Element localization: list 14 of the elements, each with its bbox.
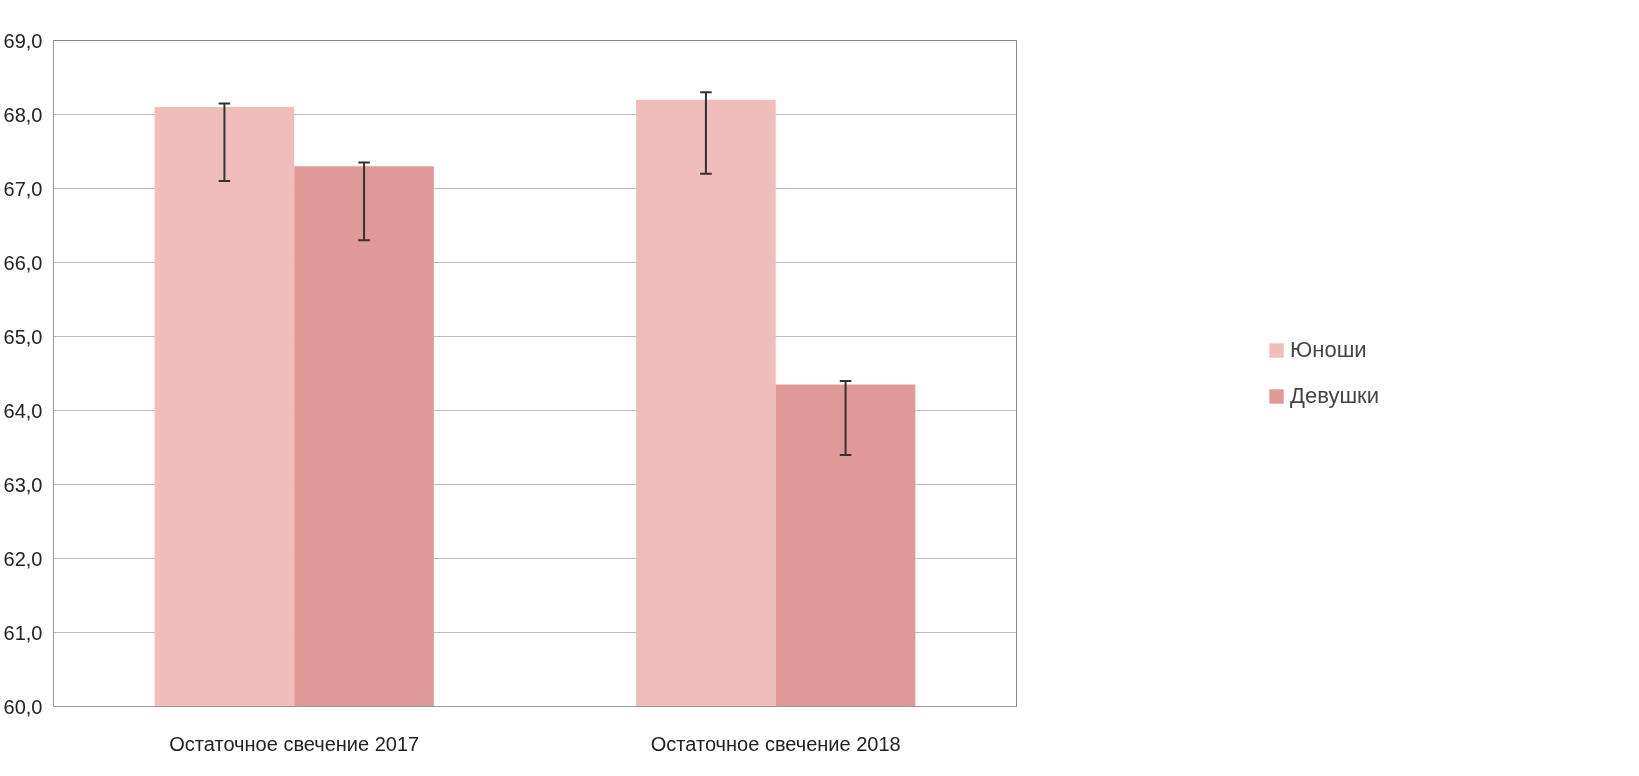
x-tick-label: Остаточное свечение 2017	[169, 732, 420, 755]
y-tick-label: 63,0	[3, 473, 43, 496]
y-tick-label: 68,0	[3, 103, 43, 126]
legend-label: Девушки	[1290, 383, 1379, 409]
y-tick-label: 66,0	[3, 251, 43, 274]
y-tick-label: 60,0	[3, 695, 43, 718]
y-tick-label: 64,0	[3, 399, 43, 422]
legend-label: Юноши	[1290, 337, 1367, 363]
y-tick-label: 65,0	[3, 325, 43, 348]
y-tick-label: 69,0	[3, 29, 43, 52]
x-tick-label: Остаточное свечение 2018	[650, 732, 901, 755]
y-tick-label: 61,0	[3, 621, 43, 644]
y-tick-label: 62,0	[3, 547, 43, 570]
y-tick-label: 67,0	[3, 177, 43, 200]
